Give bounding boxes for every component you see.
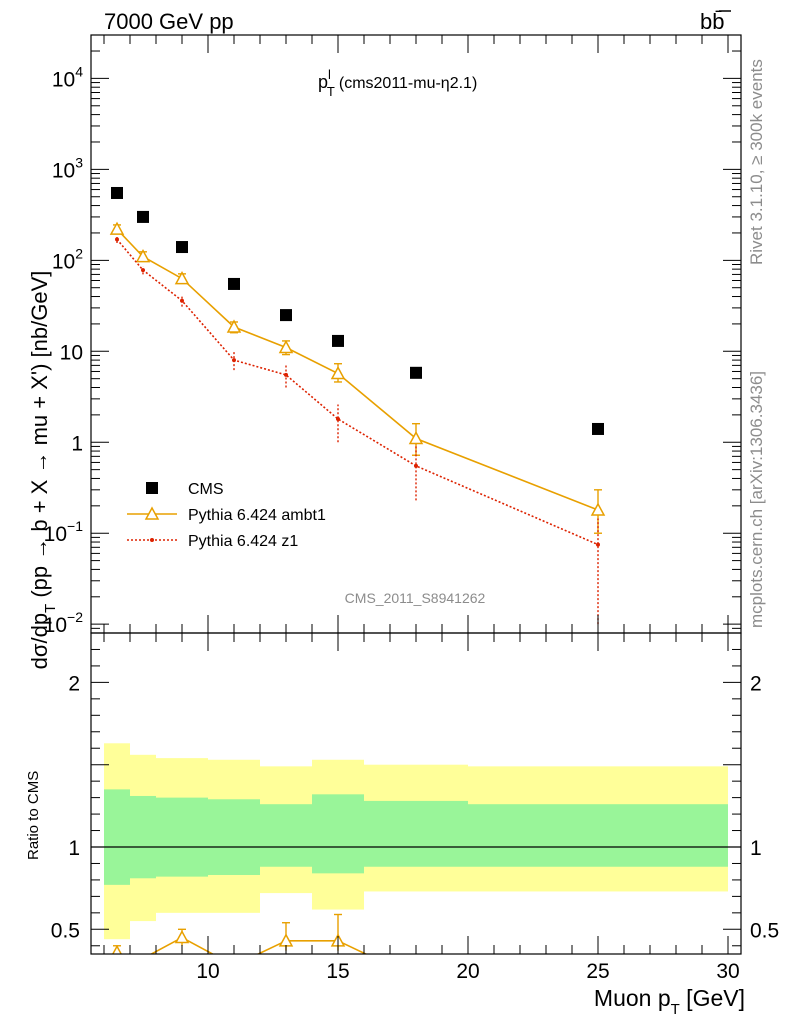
ratio-inner-band [312, 794, 364, 874]
y-tick-label-base: 10 [52, 250, 75, 273]
data-point [232, 358, 236, 363]
y-tick-label: 10 [60, 341, 83, 364]
legend-label: CMS [188, 481, 224, 498]
data-point [115, 237, 119, 242]
x-axis-label-text: Muon pT [GeV] [594, 985, 745, 1018]
data-point [180, 298, 184, 303]
y-label-subscript: T [42, 604, 59, 613]
data-point [226, 319, 242, 333]
ratio-inner-band [260, 804, 312, 867]
legend-marker [146, 482, 158, 494]
data-point [109, 221, 125, 235]
y-tick-label-base: 10 [52, 68, 75, 91]
data-point [174, 271, 190, 285]
data-point [141, 268, 145, 273]
y-label-part: dσ/dp [27, 613, 52, 669]
data-point [408, 430, 424, 445]
x-tick-label: 30 [716, 960, 739, 983]
title-subscript: T [327, 84, 335, 99]
data-point [336, 417, 340, 422]
data-point [135, 248, 151, 263]
data-point [592, 422, 604, 435]
y-tick-label-base: 10 [52, 159, 75, 182]
data-point [330, 365, 346, 380]
y-tick-label-exponent: 4 [75, 63, 83, 79]
ratio-y-tick-label-left: 2 [68, 672, 80, 695]
rivet-version-text: Rivet 3.1.10, ≥ 300k events [747, 59, 766, 265]
y-tick-label: 103 [52, 154, 83, 182]
y-tick-label-base: 10 [44, 614, 67, 637]
data-point [176, 241, 188, 254]
ratio-point [111, 944, 123, 954]
series-line-1 [116, 228, 599, 511]
ratio-inner-band [104, 789, 130, 885]
ratio-y-tick-label-right: 0.5 [750, 919, 779, 942]
data-point [332, 334, 344, 347]
series-line-2 [116, 238, 599, 546]
data-point [590, 502, 606, 516]
y-tick-label-base: 10 [44, 523, 67, 546]
ratio-y-tick-label-left: 1 [68, 837, 80, 860]
ratio-inner-band [156, 797, 208, 877]
legend: CMS Pythia 6.424 ambt1 Pythia 6.424 z1 [127, 481, 326, 550]
legend-marker [150, 538, 154, 542]
y-tick-label-exponent: 2 [75, 245, 83, 261]
ratio-y-axis-label: Ratio to CMS [25, 771, 42, 860]
ratio-y-tick-label-left: 0.5 [51, 919, 80, 942]
y-axis-label-text: dσ/dpT (pp → b + X → mu + X') [nb/GeV] [27, 271, 59, 670]
data-point [596, 542, 600, 547]
analysis-watermark: CMS_2011_S8941262 [345, 590, 486, 606]
data-point [278, 339, 294, 354]
y-tick-label-exponent: −2 [67, 609, 83, 625]
x-tick-label: 10 [196, 960, 219, 983]
x-tick-label: 20 [456, 960, 479, 983]
y-tick-label-exponent: −1 [67, 518, 83, 534]
data-point [414, 463, 418, 468]
title-symbol: p [318, 72, 328, 92]
ratio-y-tick-label-right: 2 [750, 672, 762, 695]
mcplots-text: mcplots.cern.ch [arXiv:1306.3436] [747, 371, 766, 628]
legend-label: Pythia 6.424 ambt1 [188, 507, 326, 524]
main-y-axis-label: dσ/dpT (pp → b + X → mu + X') [nb/GeV] [27, 271, 59, 670]
data-point [111, 186, 123, 199]
data-point [410, 366, 422, 379]
legend-marker [144, 506, 160, 520]
ratio-point [174, 929, 190, 944]
x-label-part: [GeV] [680, 985, 745, 1011]
process-label: bb̄ [700, 9, 724, 34]
y-tick-label-exponent: 3 [75, 154, 83, 170]
x-tick-label: 15 [326, 960, 349, 983]
x-tick-label: 25 [586, 960, 609, 983]
legend-label: Pythia 6.424 z1 [188, 533, 298, 550]
ratio-inner-band [364, 800, 468, 867]
data-point [228, 277, 240, 290]
title-rest: (cms2011-mu-η2.1) [339, 75, 477, 92]
energy-label: 7000 GeV pp [104, 9, 234, 34]
x-label-part: Muon p [594, 985, 671, 1011]
plot-title: pl T (cms2011-mu-η2.1) [318, 67, 477, 99]
ratio-y-tick-label-right: 1 [750, 837, 762, 860]
ratio-plot-panel: 0.5 0.5 1 1 2 2 10 15 20 25 30 [51, 632, 779, 983]
y-tick-label: 10−2 [44, 609, 84, 637]
y-label-part: (pp → b + X → mu + X') [nb/GeV] [27, 271, 52, 604]
ratio-inner-band [208, 799, 260, 875]
data-point [280, 309, 292, 322]
x-axis-label: Muon pT [GeV] [594, 985, 745, 1018]
y-tick-label: 1 [71, 432, 83, 455]
data-point [284, 372, 288, 377]
y-tick-label: 104 [52, 63, 83, 91]
y-tick-label: 10−1 [44, 518, 84, 546]
y-tick-label: 102 [52, 245, 83, 273]
ratio-inner-band [130, 795, 156, 879]
x-label-subscript: T [671, 1001, 680, 1018]
ratio-inner-band [468, 804, 728, 867]
title-superscript: l [328, 67, 331, 82]
data-point [137, 210, 149, 223]
